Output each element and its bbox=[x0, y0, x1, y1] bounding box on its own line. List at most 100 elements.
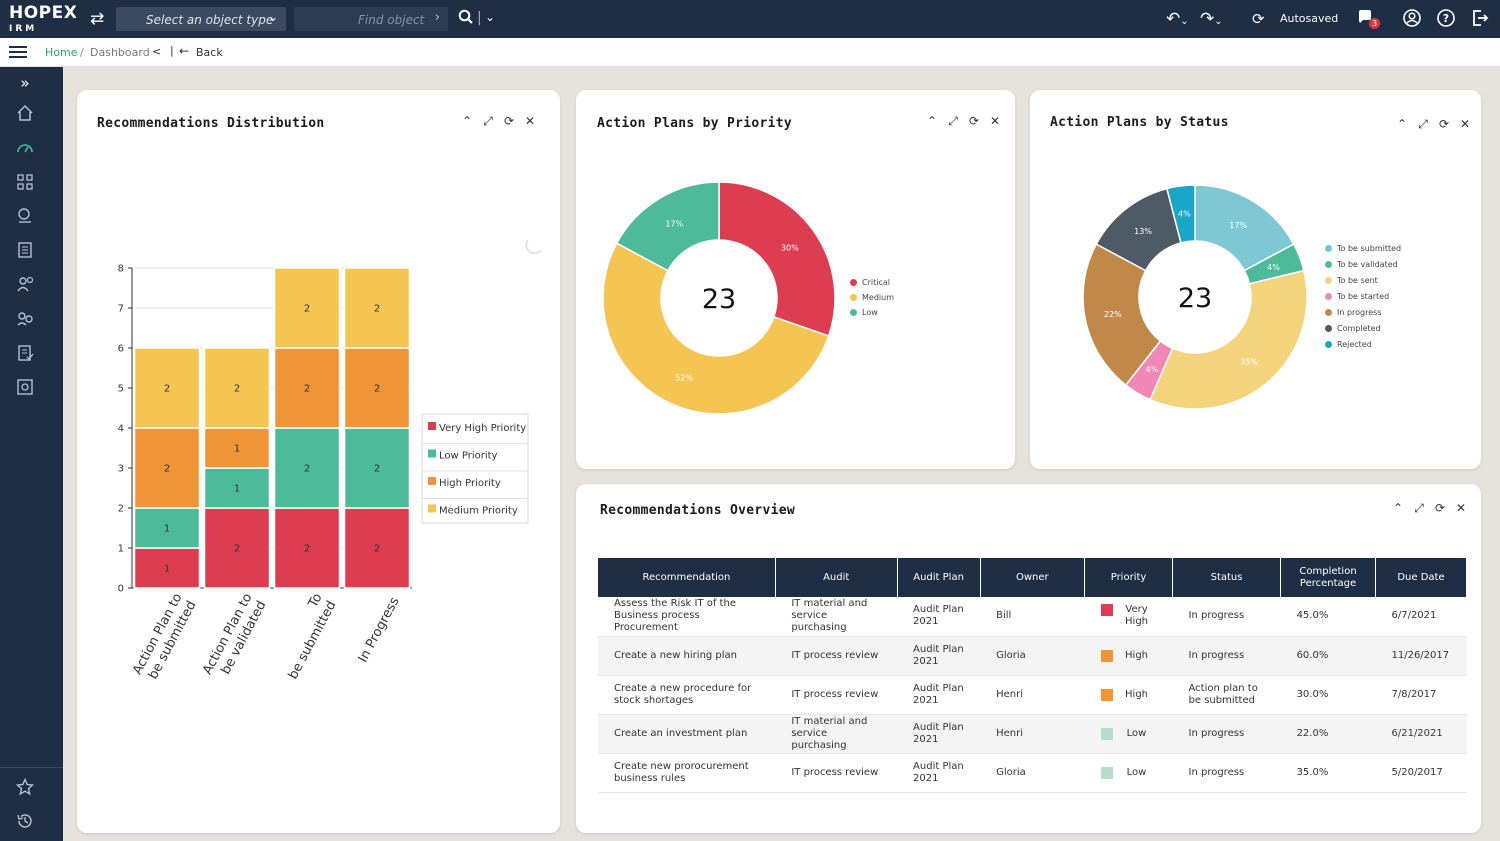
loading-spinner-icon bbox=[525, 239, 542, 254]
hopex-logo[interactable]: HOPEX IRM bbox=[9, 3, 77, 34]
user-account-icon[interactable] bbox=[1403, 9, 1421, 32]
redo-icon[interactable]: ↷⌄ bbox=[1200, 9, 1223, 29]
undo-icon[interactable]: ↶⌄ bbox=[1166, 9, 1189, 29]
home-icon[interactable] bbox=[0, 104, 50, 127]
breadcrumb-home[interactable]: Home bbox=[45, 46, 78, 59]
legend-label[interactable]: Low Priority bbox=[439, 451, 498, 462]
organization-icon[interactable] bbox=[0, 173, 50, 196]
column-header[interactable]: Audit Plan bbox=[897, 558, 981, 597]
column-header[interactable]: Priority bbox=[1084, 558, 1174, 597]
document-list-icon[interactable] bbox=[0, 241, 50, 264]
search-icon[interactable] bbox=[458, 9, 474, 30]
donut-slice[interactable] bbox=[615, 181, 720, 272]
column-header[interactable]: Owner bbox=[980, 558, 1086, 597]
users-settings-icon[interactable] bbox=[0, 309, 50, 332]
legend-item[interactable]: In progress bbox=[1325, 304, 1401, 320]
refresh-icon[interactable]: ⟳ bbox=[1438, 117, 1450, 131]
legend-item[interactable]: To be sent bbox=[1325, 272, 1401, 288]
legend-item[interactable]: To be started bbox=[1325, 288, 1401, 304]
legend-item[interactable]: To be validated bbox=[1325, 256, 1401, 272]
column-header[interactable]: Due Date bbox=[1375, 558, 1468, 597]
bar-segment[interactable] bbox=[273, 427, 341, 509]
dashboard-gauge-icon[interactable] bbox=[0, 139, 50, 162]
legend-item[interactable]: Critical bbox=[850, 275, 894, 290]
refresh-icon[interactable]: ⟳ bbox=[968, 114, 980, 128]
donut-slice[interactable] bbox=[602, 242, 830, 415]
y-tick-label: 1 bbox=[118, 544, 124, 555]
object-type-select[interactable]: Select an object type ⌄ bbox=[116, 7, 286, 31]
expand-icon[interactable]: ⤢ bbox=[948, 114, 958, 128]
close-icon[interactable]: ✕ bbox=[524, 114, 536, 128]
report-icon[interactable] bbox=[0, 378, 50, 401]
svg-text:Action Plan tobe submitted: Action Plan tobe submitted bbox=[130, 591, 199, 685]
table-row[interactable]: Create a new procedure for stock shortag… bbox=[598, 675, 1467, 715]
bar-segment[interactable] bbox=[133, 507, 201, 549]
bar-segment[interactable] bbox=[133, 347, 201, 429]
donut-slice[interactable] bbox=[1149, 269, 1308, 410]
recommendation-cell: Create a new hiring plan bbox=[598, 636, 776, 676]
expand-icon[interactable]: ⤢ bbox=[1418, 117, 1428, 131]
back-arrow-icon[interactable]: ← bbox=[179, 44, 190, 58]
expand-icon[interactable]: ⤢ bbox=[483, 114, 493, 128]
legend-item[interactable]: Rejected bbox=[1325, 336, 1401, 352]
refresh-icon[interactable]: ⟳ bbox=[1434, 501, 1446, 515]
legend-label[interactable]: High Priority bbox=[439, 478, 501, 489]
table-row[interactable]: Create a new hiring plan IT process revie… bbox=[598, 636, 1467, 676]
bar-segment[interactable] bbox=[273, 507, 341, 589]
bar-segment[interactable] bbox=[203, 427, 271, 469]
hamburger-menu-icon[interactable] bbox=[9, 44, 27, 60]
column-header[interactable]: Recommendation bbox=[598, 558, 776, 597]
donut-slice[interactable] bbox=[718, 181, 836, 337]
bar-segment[interactable] bbox=[273, 347, 341, 429]
legend-item[interactable]: Medium bbox=[850, 290, 894, 305]
column-header[interactable]: Status bbox=[1172, 558, 1282, 597]
legend-label[interactable]: Very High Priority bbox=[439, 423, 526, 434]
share-icon[interactable]: < bbox=[152, 45, 162, 58]
collapse-icon[interactable]: ⌃ bbox=[1392, 501, 1404, 515]
help-icon[interactable]: ? bbox=[1437, 9, 1455, 32]
close-icon[interactable]: ✕ bbox=[1455, 501, 1467, 515]
column-header[interactable]: Completion Percentage bbox=[1280, 558, 1376, 597]
x-category-label: Tobe submitted bbox=[286, 591, 340, 682]
table-row[interactable]: Assess the Risk IT of the Business proce… bbox=[598, 597, 1467, 637]
bar-segment[interactable] bbox=[203, 507, 271, 589]
donut-slice[interactable] bbox=[1165, 184, 1196, 244]
bar-segment[interactable] bbox=[343, 507, 411, 589]
close-icon[interactable]: ✕ bbox=[1459, 117, 1471, 131]
bar-segment[interactable] bbox=[343, 427, 411, 509]
donut-slice[interactable] bbox=[1082, 243, 1162, 387]
collapse-icon[interactable]: ⌃ bbox=[461, 114, 473, 128]
column-header[interactable]: Audit bbox=[775, 558, 898, 597]
bar-segment[interactable] bbox=[273, 267, 341, 349]
bar-segment[interactable] bbox=[133, 547, 201, 589]
bar-segment[interactable] bbox=[133, 427, 201, 509]
bar-segment[interactable] bbox=[343, 267, 411, 349]
expand-sidebar-icon[interactable]: » bbox=[20, 74, 30, 92]
collapse-icon[interactable]: ⌃ bbox=[1396, 117, 1408, 131]
table-row[interactable]: Create new prorocurement business rules I… bbox=[598, 753, 1467, 793]
history-icon[interactable] bbox=[0, 812, 50, 835]
find-object-input[interactable]: Find object › bbox=[294, 7, 448, 31]
slice-value-label: 4% bbox=[1267, 263, 1280, 272]
search-options-chevron-icon[interactable]: ⌄ bbox=[485, 10, 496, 24]
refresh-icon[interactable]: ⟳ bbox=[503, 114, 515, 128]
notifications-icon[interactable] bbox=[1357, 9, 1373, 30]
swap-icon[interactable]: ⇄ bbox=[90, 9, 105, 29]
logout-icon[interactable] bbox=[1471, 9, 1489, 32]
expand-icon[interactable]: ⤢ bbox=[1414, 501, 1424, 515]
back-link[interactable]: Back bbox=[196, 46, 223, 59]
legend-item[interactable]: Completed bbox=[1325, 320, 1401, 336]
table-row[interactable]: Create an investment plan IT material and… bbox=[598, 714, 1467, 754]
globe-user-icon[interactable] bbox=[0, 207, 50, 230]
favorites-star-icon[interactable] bbox=[0, 777, 50, 801]
legend-item[interactable]: To be submitted bbox=[1325, 240, 1401, 256]
close-icon[interactable]: ✕ bbox=[989, 114, 1001, 128]
checklist-icon[interactable] bbox=[0, 344, 50, 367]
legend-item[interactable]: Low bbox=[850, 305, 894, 320]
bar-segment[interactable] bbox=[343, 347, 411, 429]
audit-user-icon[interactable] bbox=[0, 275, 50, 298]
collapse-icon[interactable]: ⌃ bbox=[926, 114, 938, 128]
refresh-icon[interactable]: ⟳ bbox=[1252, 10, 1265, 28]
legend-label[interactable]: Medium Priority bbox=[439, 506, 518, 517]
bar-segment[interactable] bbox=[203, 347, 271, 429]
